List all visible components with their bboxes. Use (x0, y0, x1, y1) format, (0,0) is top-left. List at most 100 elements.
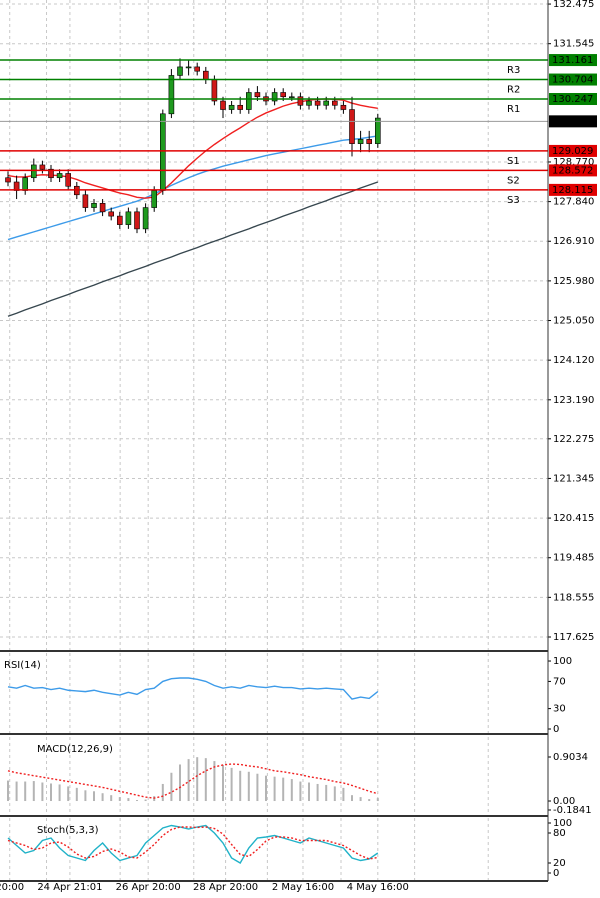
candle-body (142, 207, 149, 230)
y-tick-label: 119.485 (553, 553, 594, 564)
histogram-bar (170, 772, 173, 802)
y-tick-label: 123.190 (553, 395, 594, 406)
histogram-bar (282, 777, 285, 802)
level-value: 128.572 (552, 165, 593, 176)
histogram-bar (351, 795, 354, 802)
y-tick-label: -0.1841 (553, 805, 592, 816)
candle-body (99, 203, 106, 213)
level-name: S2 (507, 175, 520, 186)
candle-body (237, 104, 244, 110)
y-tick-label: 0.9034 (553, 752, 588, 763)
y-tick-label: 125.980 (553, 276, 594, 287)
y-tick-label: 0 (553, 724, 559, 735)
candle-body (323, 100, 330, 106)
histogram-bar (316, 783, 319, 802)
level-name: R3 (507, 65, 520, 76)
level-tag (549, 144, 597, 157)
candle-body (366, 139, 373, 144)
panel-title: RSI(14) (4, 660, 41, 671)
candle-body (246, 92, 252, 110)
y-tick-label: 126.910 (553, 236, 594, 247)
histogram-bar (161, 783, 164, 802)
histogram-bar (24, 781, 27, 802)
current-price: 129.723 (552, 116, 593, 127)
level-tag (549, 54, 597, 67)
y-tick-label: 118.555 (553, 592, 594, 603)
histogram-bar (239, 770, 242, 802)
level-tag (549, 164, 597, 177)
histogram-bar (368, 799, 371, 802)
candle-body (5, 177, 11, 183)
histogram-bar (290, 779, 293, 802)
y-tick-label: 100 (553, 656, 572, 667)
x-tick-label: 2 May 16:00 (272, 882, 334, 893)
candle-body (314, 100, 321, 106)
histogram-bar (299, 781, 302, 802)
histogram-bar (325, 784, 328, 802)
line (7, 826, 378, 860)
y-tick-label: 132.475 (553, 0, 594, 10)
candle-body (168, 75, 175, 115)
y-tick-label: 131.545 (553, 39, 594, 50)
histogram-bar (247, 771, 250, 802)
histogram-bar (342, 787, 345, 802)
y-tick-label: 125.050 (553, 316, 594, 327)
candle-body (108, 211, 114, 217)
candle-body (297, 96, 304, 106)
candle-body (349, 109, 355, 144)
level-name: S1 (507, 156, 520, 167)
histogram-bar (67, 786, 70, 802)
histogram-bar (49, 783, 52, 802)
candle-body (48, 168, 54, 179)
histogram-bar (75, 787, 78, 802)
candle-body (65, 173, 71, 187)
level-tag (549, 93, 597, 106)
y-tick-label: 80 (553, 828, 566, 839)
y-tick-label: 120.415 (553, 513, 594, 524)
line (7, 135, 378, 241)
level-name: S3 (507, 195, 520, 206)
histogram-bar (92, 791, 95, 802)
candle-body (177, 66, 183, 76)
candle-body (194, 66, 201, 72)
current-price-tag (549, 115, 597, 128)
histogram-bar (41, 782, 44, 802)
level-value: 129.029 (552, 146, 593, 157)
histogram-bar (308, 782, 311, 802)
y-tick-label: 30 (553, 704, 566, 715)
y-tick-label: 0.00 (553, 796, 575, 807)
level-value: 130.247 (552, 94, 593, 105)
candle-body (280, 92, 287, 98)
candle-body (306, 100, 312, 106)
histogram-bar (256, 773, 259, 802)
histogram-bar (187, 759, 190, 802)
candle-body (82, 194, 89, 208)
level-name: R1 (507, 104, 520, 115)
histogram-bar (118, 797, 121, 802)
candle-body (151, 190, 158, 208)
histogram-bar (265, 775, 268, 802)
candle-body (39, 164, 46, 170)
level-tag (549, 183, 597, 196)
line (7, 181, 379, 317)
x-tick-label: 4 May 16:00 (347, 882, 409, 893)
y-tick-label: 100 (553, 818, 572, 829)
histogram-bar (230, 767, 233, 802)
histogram-bar (144, 799, 147, 802)
candle-body (22, 177, 28, 191)
histogram-bar (273, 776, 276, 802)
candle-body (134, 211, 140, 230)
histogram-bar (196, 757, 199, 802)
y-tick-label: 124.120 (553, 355, 594, 366)
candle-body (203, 70, 209, 81)
y-tick-label: 70 (553, 676, 566, 687)
level-name: R2 (507, 85, 520, 96)
histogram-bar (58, 784, 61, 802)
candle-body (375, 117, 381, 144)
histogram-bar (84, 790, 87, 802)
candle-body (56, 173, 63, 179)
level-value: 131.161 (552, 55, 593, 66)
x-tick-label: 28 Apr 20:00 (193, 882, 258, 893)
